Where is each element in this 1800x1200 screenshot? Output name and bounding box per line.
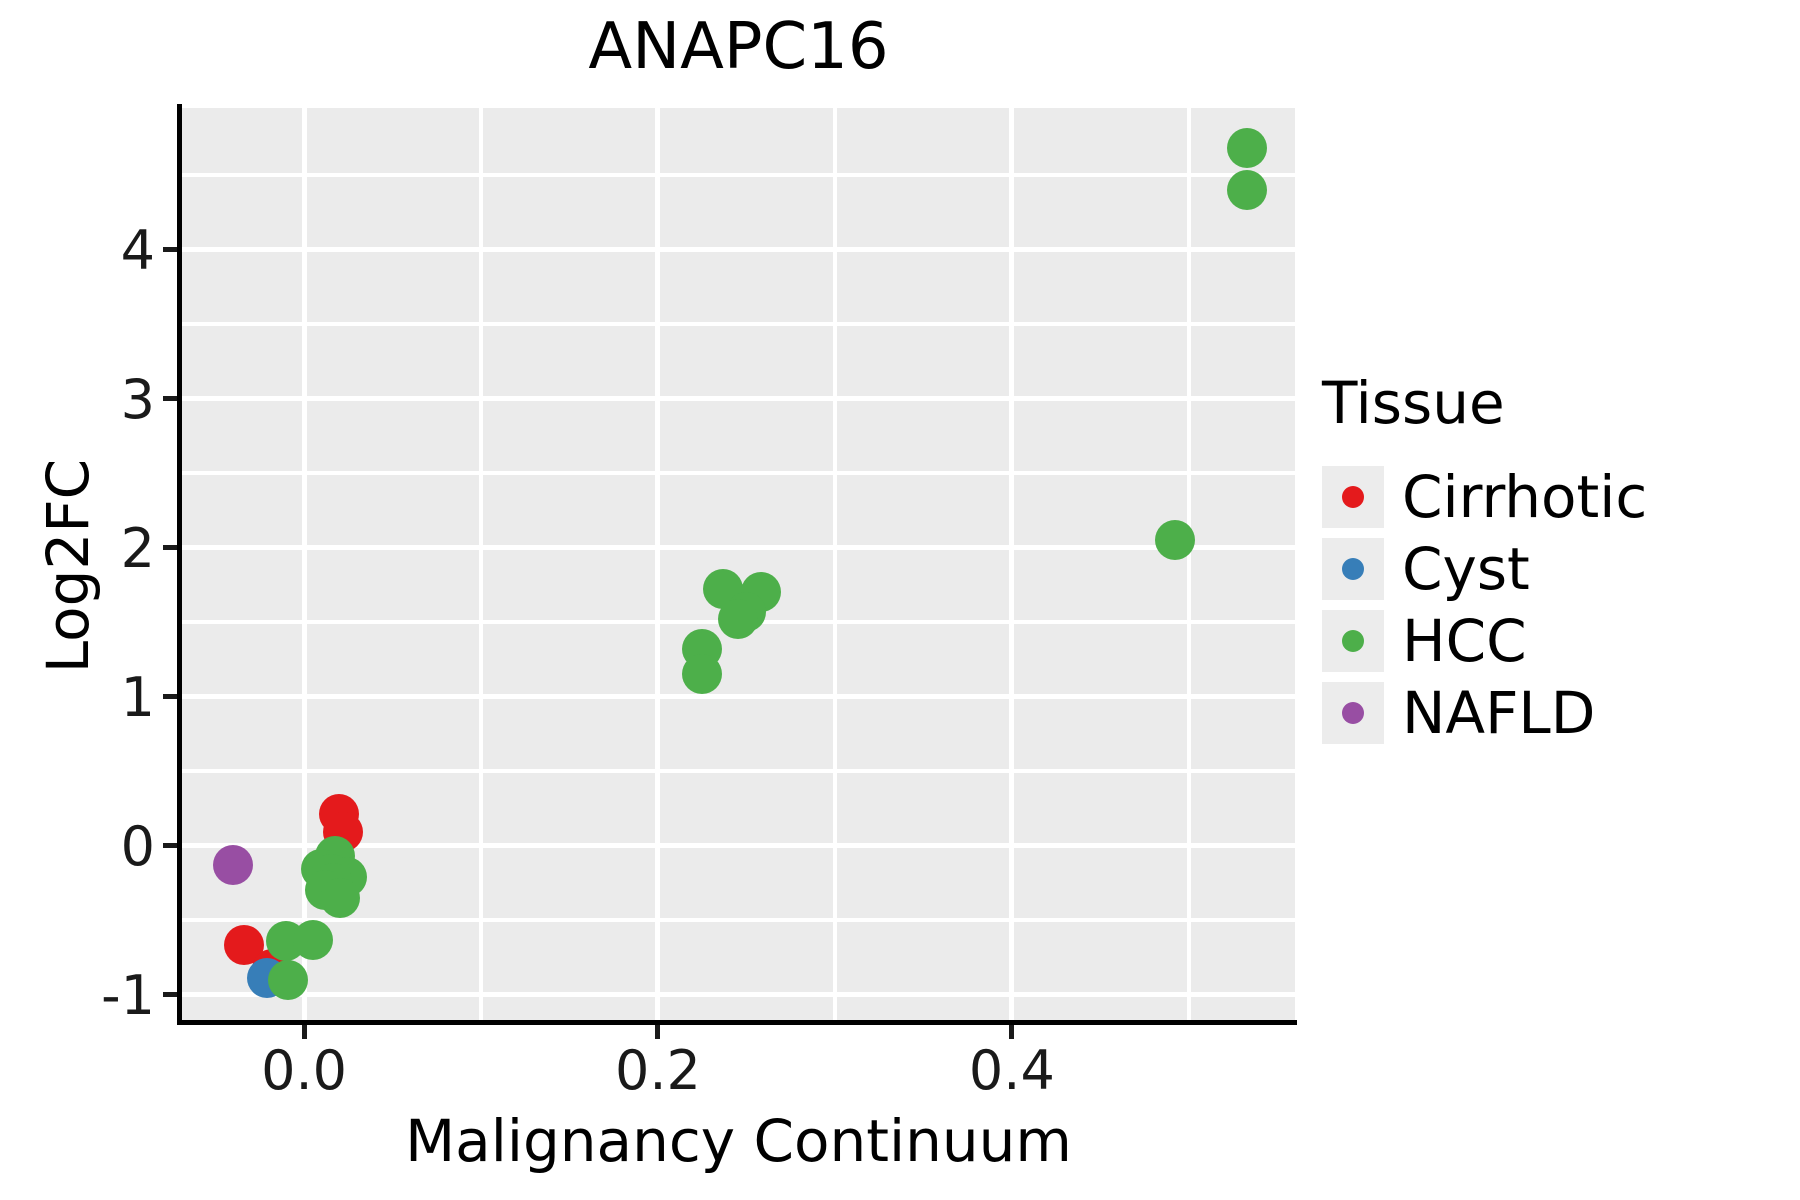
cyst-dot-icon — [1342, 557, 1364, 580]
y-minor-gridline — [182, 769, 1295, 774]
legend-title: Tissue — [1322, 369, 1505, 437]
x-axis-line — [177, 1020, 1297, 1025]
x-tick-label: 0.0 — [261, 1039, 348, 1102]
hcc-dot-icon — [1342, 629, 1364, 652]
chart-title: ANAPC16 — [588, 10, 889, 84]
y-major-gridline — [182, 545, 1295, 551]
y-major-gridline — [182, 843, 1295, 849]
data-point-hcc — [1227, 169, 1268, 210]
plot-panel — [182, 108, 1295, 1020]
cirrhotic-dot-icon — [1342, 485, 1364, 508]
nafld-dot-icon — [1342, 701, 1364, 724]
legend-key — [1322, 537, 1384, 600]
x-minor-gridline — [1186, 108, 1191, 1020]
legend-key — [1322, 609, 1384, 672]
x-tick-mark — [301, 1025, 307, 1039]
y-tick-label: 2 — [120, 516, 155, 580]
data-point-hcc — [268, 959, 309, 1000]
data-point-nafld — [213, 845, 254, 886]
y-tick-label: 3 — [120, 367, 155, 431]
y-major-gridline — [182, 694, 1295, 700]
x-major-gridline — [655, 108, 661, 1020]
data-point-hcc — [292, 919, 333, 960]
legend-entry-cyst: Cyst — [1322, 534, 1647, 603]
x-minor-gridline — [832, 108, 837, 1020]
legend: Tissue Cirrhotic Cyst HCC NAFLD — [1322, 369, 1648, 754]
y-axis-title: Log2FC — [34, 458, 102, 674]
y-tick-mark — [163, 992, 177, 998]
y-minor-gridline — [182, 471, 1295, 476]
data-point-hcc — [717, 599, 758, 640]
data-point-hcc — [320, 877, 360, 918]
legend-entry-nafld: NAFLD — [1322, 678, 1647, 747]
data-point-hcc — [1154, 520, 1195, 561]
y-axis-line — [177, 104, 182, 1025]
legend-key — [1322, 465, 1384, 528]
legend-entry-hcc: HCC — [1322, 606, 1647, 675]
data-point-hcc — [1227, 128, 1268, 169]
y-major-gridline — [182, 992, 1295, 998]
data-point-hcc — [682, 654, 723, 695]
x-minor-gridline — [479, 108, 484, 1020]
legend-label: Cyst — [1402, 534, 1530, 603]
y-tick-label: 0 — [120, 814, 155, 878]
y-major-gridline — [182, 247, 1295, 253]
x-major-gridline — [301, 108, 307, 1020]
legend-entry-cirrhotic: Cirrhotic — [1322, 462, 1648, 531]
x-tick-label: 0.2 — [615, 1039, 701, 1102]
y-tick-label: -1 — [101, 963, 155, 1027]
y-minor-gridline — [182, 918, 1295, 923]
y-tick-label: 4 — [120, 218, 155, 282]
legend-key — [1322, 681, 1384, 744]
y-tick-label: 1 — [120, 665, 155, 729]
x-major-gridline — [1009, 108, 1015, 1020]
y-major-gridline — [182, 396, 1295, 402]
x-tick-label: 0.4 — [968, 1039, 1055, 1102]
legend-label: HCC — [1402, 606, 1527, 675]
y-tick-mark — [163, 247, 177, 253]
legend-label: NAFLD — [1402, 678, 1596, 747]
y-minor-gridline — [182, 173, 1295, 178]
y-tick-mark — [163, 843, 177, 849]
x-tick-mark — [1009, 1025, 1015, 1039]
legend-label: Cirrhotic — [1402, 462, 1648, 531]
y-tick-mark — [163, 396, 177, 402]
y-tick-mark — [163, 545, 177, 551]
x-tick-mark — [655, 1025, 661, 1039]
x-axis-title: Malignancy Continuum — [405, 1107, 1072, 1175]
y-minor-gridline — [182, 322, 1295, 327]
y-tick-mark — [163, 694, 177, 700]
